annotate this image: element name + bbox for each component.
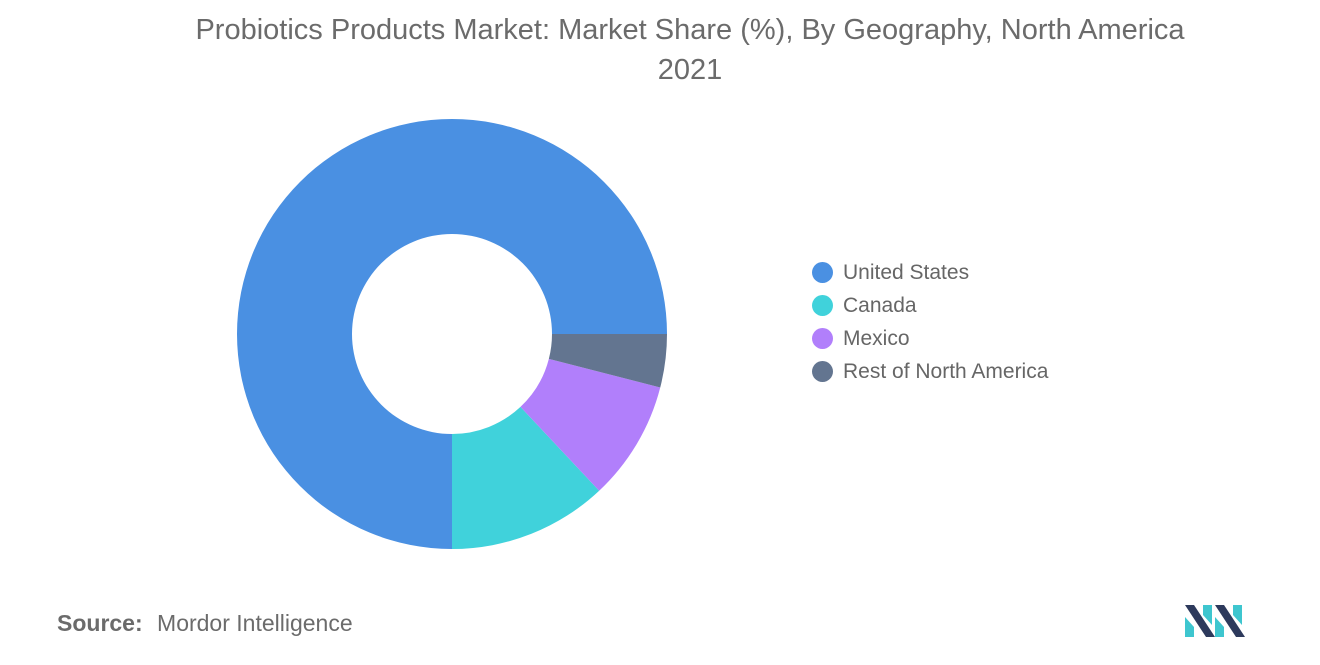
slice-canada bbox=[452, 406, 600, 549]
legend-label: Canada bbox=[843, 293, 917, 317]
legend-swatch bbox=[812, 328, 833, 349]
legend-swatch bbox=[812, 361, 833, 382]
slice-rest-of-north-america bbox=[548, 334, 667, 388]
legend-item: Rest of North America bbox=[812, 355, 1048, 388]
source-note: Source: Mordor Intelligence bbox=[57, 610, 353, 637]
source-value: Mordor Intelligence bbox=[157, 610, 353, 636]
legend-item: United States bbox=[812, 256, 1048, 289]
chart-title-line-1: Probiotics Products Market: Market Share… bbox=[195, 14, 1185, 46]
slice-mexico bbox=[520, 358, 661, 491]
legend-item: Mexico bbox=[812, 322, 1048, 355]
legend-item: Canada bbox=[812, 289, 1048, 322]
chart-title: Probiotics Products Market: Market Share… bbox=[0, 10, 1320, 90]
legend-swatch bbox=[812, 295, 833, 316]
mordor-intelligence-logo bbox=[1185, 605, 1245, 637]
legend-label: United States bbox=[843, 260, 970, 284]
source-label: Source: bbox=[57, 610, 143, 636]
legend-swatch bbox=[812, 262, 833, 283]
chart-title-line-2: 2021 bbox=[657, 54, 723, 86]
chart-legend: United States Canada Mexico Rest of North A… bbox=[812, 256, 1048, 388]
slice-united-states bbox=[237, 119, 667, 549]
legend-label: Mexico bbox=[843, 326, 910, 350]
legend-label: Rest of North America bbox=[843, 359, 1049, 383]
